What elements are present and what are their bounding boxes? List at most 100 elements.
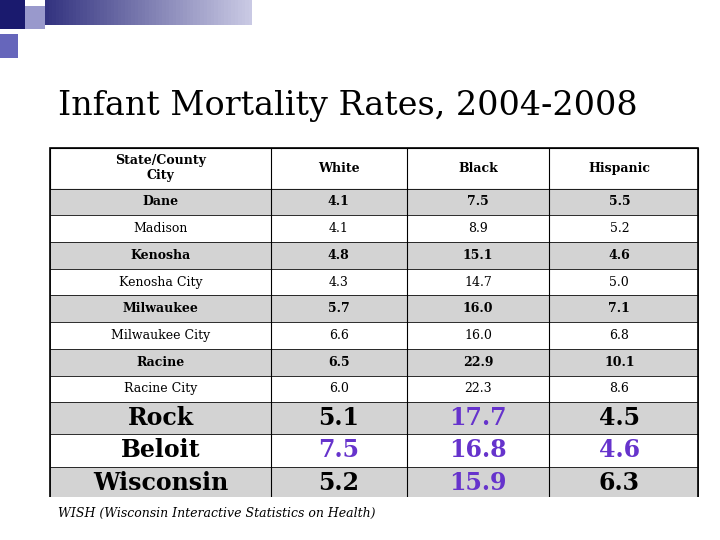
Text: 22.9: 22.9 — [463, 356, 493, 369]
Bar — [66, 0, 69, 25]
Text: 8.9: 8.9 — [468, 222, 488, 235]
Bar — [104, 0, 107, 25]
Bar — [76, 0, 80, 25]
Bar — [128, 0, 132, 25]
Text: 17.7: 17.7 — [449, 407, 507, 430]
Bar — [194, 0, 197, 25]
Text: State/County
City: State/County City — [115, 154, 206, 182]
Text: 14.7: 14.7 — [464, 275, 492, 288]
Text: 6.6: 6.6 — [329, 329, 348, 342]
Text: Kenosha: Kenosha — [130, 249, 191, 262]
Text: 4.6: 4.6 — [599, 438, 640, 462]
Text: 4.1: 4.1 — [328, 195, 350, 208]
Text: 15.9: 15.9 — [449, 470, 507, 495]
Bar — [132, 0, 135, 25]
Bar — [183, 0, 186, 25]
Bar — [197, 0, 200, 25]
Bar — [225, 0, 228, 25]
Bar — [245, 0, 248, 25]
Bar — [221, 0, 225, 25]
Text: 8.6: 8.6 — [609, 382, 629, 395]
Bar — [45, 0, 49, 25]
Bar — [50, 376, 698, 402]
Bar — [73, 0, 76, 25]
Text: Racine City: Racine City — [124, 382, 197, 395]
Text: 5.2: 5.2 — [610, 222, 629, 235]
Text: 7.5: 7.5 — [467, 195, 489, 208]
Bar — [49, 0, 53, 25]
Bar — [50, 269, 698, 295]
Bar — [152, 0, 156, 25]
Text: 5.2: 5.2 — [318, 470, 359, 495]
Text: 4.3: 4.3 — [329, 275, 348, 288]
Bar — [190, 0, 194, 25]
Text: 5.5: 5.5 — [608, 195, 630, 208]
Bar — [163, 0, 166, 25]
Bar — [180, 0, 183, 25]
Bar — [238, 0, 242, 25]
Bar — [50, 295, 698, 322]
Text: 15.1: 15.1 — [463, 249, 493, 262]
Bar — [69, 0, 73, 25]
Text: Infant Mortality Rates, 2004-2008: Infant Mortality Rates, 2004-2008 — [58, 90, 637, 123]
Text: 6.3: 6.3 — [599, 470, 640, 495]
Text: Dane: Dane — [143, 195, 179, 208]
Bar — [169, 0, 173, 25]
Text: 10.1: 10.1 — [604, 356, 634, 369]
Text: 5.7: 5.7 — [328, 302, 350, 315]
Text: Kenosha City: Kenosha City — [119, 275, 202, 288]
Bar — [50, 242, 698, 269]
Text: 7.5: 7.5 — [318, 438, 359, 462]
Bar — [145, 0, 149, 25]
Text: Hispanic: Hispanic — [588, 161, 650, 174]
Text: Milwaukee City: Milwaukee City — [111, 329, 210, 342]
Text: 6.8: 6.8 — [609, 329, 629, 342]
Bar — [121, 0, 125, 25]
Text: 22.3: 22.3 — [464, 382, 492, 395]
Bar — [186, 0, 190, 25]
Bar — [0, 0, 25, 29]
Bar — [50, 147, 698, 188]
Text: Black: Black — [458, 161, 498, 174]
Bar — [50, 322, 698, 349]
Text: 7.1: 7.1 — [608, 302, 630, 315]
Bar — [204, 0, 207, 25]
Bar — [166, 0, 169, 25]
Bar — [135, 0, 138, 25]
Bar — [97, 0, 101, 25]
Bar — [84, 0, 86, 25]
Bar — [156, 0, 159, 25]
Bar — [159, 0, 163, 25]
Bar — [50, 434, 698, 467]
Bar — [50, 188, 698, 215]
Bar — [235, 0, 238, 25]
Bar — [25, 6, 45, 29]
Text: 5.1: 5.1 — [318, 407, 359, 430]
Text: Wisconsin: Wisconsin — [93, 470, 228, 495]
Bar — [248, 0, 252, 25]
Bar — [125, 0, 128, 25]
Bar — [217, 0, 221, 25]
Bar — [59, 0, 63, 25]
Bar — [114, 0, 117, 25]
Bar — [242, 0, 245, 25]
Bar — [50, 349, 698, 376]
Text: 4.6: 4.6 — [608, 249, 630, 262]
Text: 16.0: 16.0 — [463, 302, 493, 315]
Bar — [90, 0, 94, 25]
Text: 16.8: 16.8 — [449, 438, 507, 462]
Text: Rock: Rock — [127, 407, 194, 430]
Text: 4.1: 4.1 — [329, 222, 348, 235]
Text: Madison: Madison — [133, 222, 188, 235]
Bar — [142, 0, 145, 25]
Bar — [211, 0, 214, 25]
Bar — [200, 0, 204, 25]
Bar — [53, 0, 55, 25]
Bar — [107, 0, 111, 25]
Text: 16.0: 16.0 — [464, 329, 492, 342]
Bar — [231, 0, 235, 25]
Bar — [94, 0, 97, 25]
Bar — [117, 0, 121, 25]
Bar — [50, 402, 698, 434]
Bar — [176, 0, 180, 25]
